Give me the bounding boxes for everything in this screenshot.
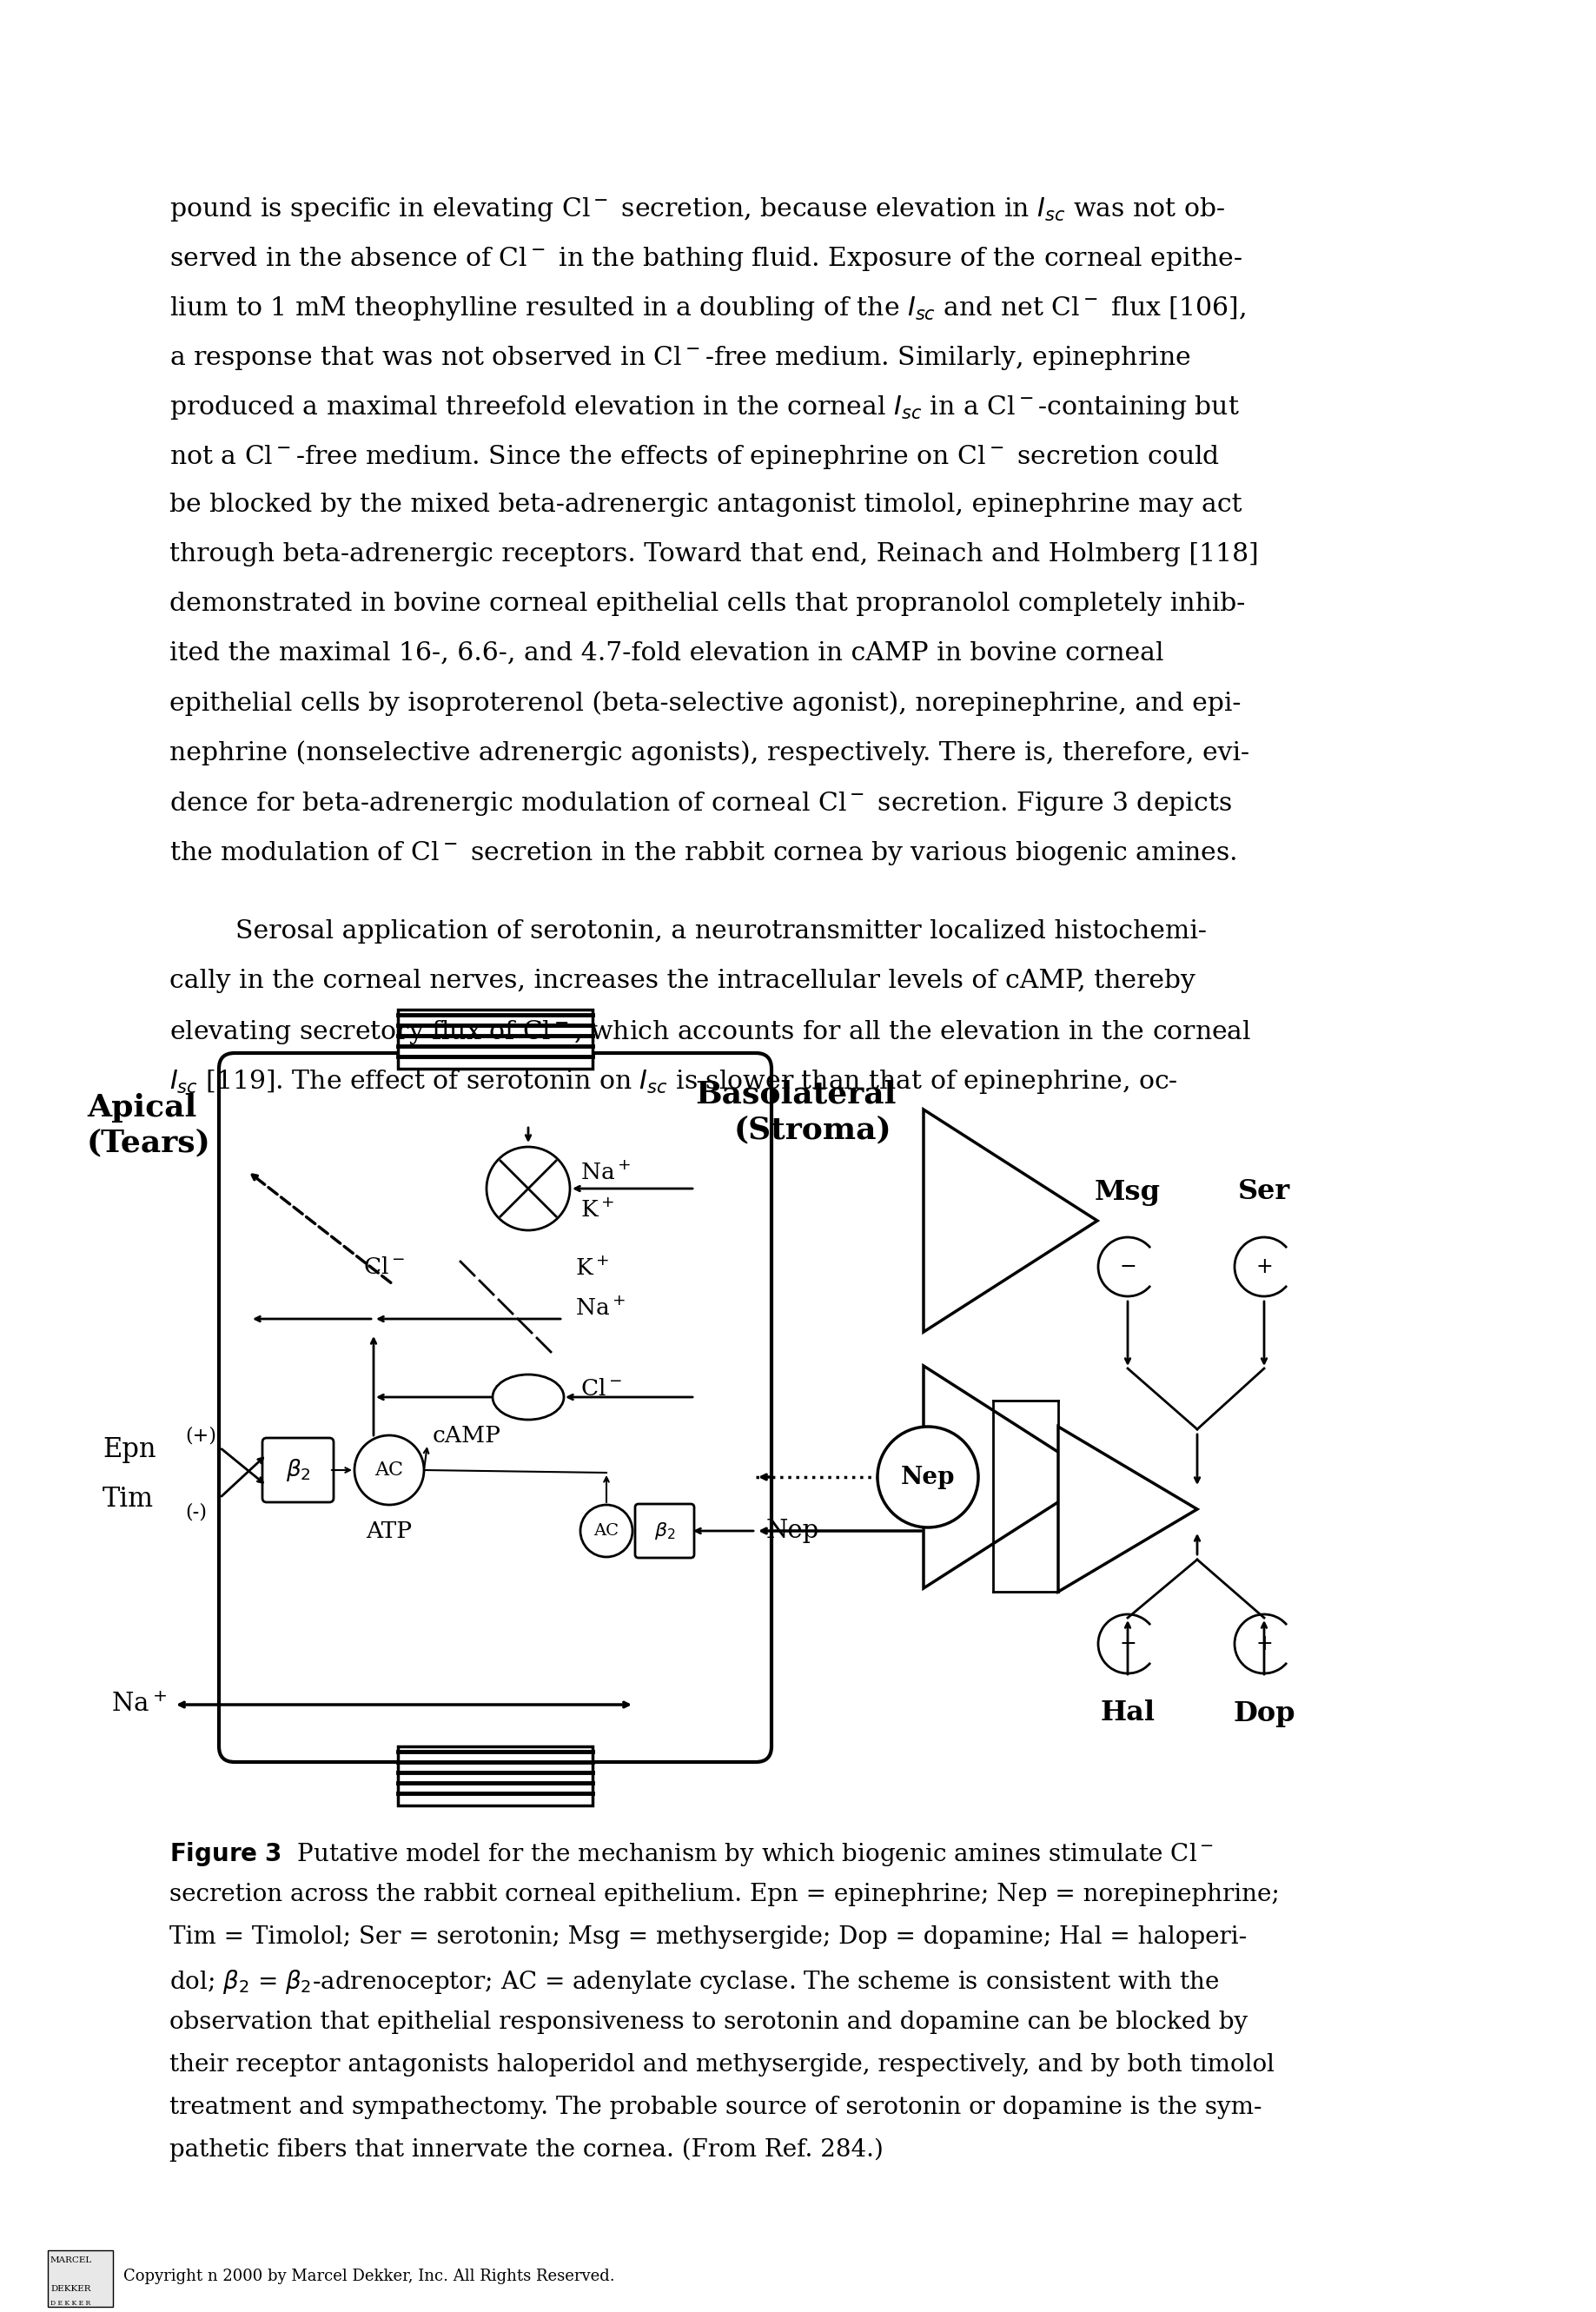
- Text: Tim = Timolol; Ser = serotonin; Msg = methysergide; Dop = dopamine; Hal = halope: Tim = Timolol; Ser = serotonin; Msg = me…: [169, 1926, 1246, 1949]
- Text: D E K K E R: D E K K E R: [51, 2300, 91, 2307]
- Polygon shape: [1058, 1427, 1197, 1591]
- Text: Cl$^-$: Cl$^-$: [364, 1255, 405, 1279]
- Text: Copyright n 2000 by Marcel Dekker, Inc. All Rights Reserved.: Copyright n 2000 by Marcel Dekker, Inc. …: [123, 2268, 614, 2284]
- Text: Na$^+$: Na$^+$: [575, 1297, 626, 1320]
- Bar: [397, 1010, 592, 1068]
- Text: +: +: [1256, 1255, 1272, 1276]
- Text: dol; $\beta_2$ = $\beta_2$-adrenoceptor; AC = adenylate cyclase. The scheme is c: dol; $\beta_2$ = $\beta_2$-adrenoceptor;…: [169, 1968, 1219, 1995]
- Circle shape: [878, 1427, 978, 1528]
- Text: epithelial cells by isoproterenol (beta-selective agonist), norepinephrine, and : epithelial cells by isoproterenol (beta-…: [169, 691, 1242, 717]
- Text: $\bf{Figure\ 3}$  Putative model for the mechanism by which biogenic amines stim: $\bf{Figure\ 3}$ Putative model for the …: [169, 1840, 1215, 1868]
- Text: lium to 1 mM theophylline resulted in a doubling of the $\mathit{I}_{sc}$ and ne: lium to 1 mM theophylline resulted in a …: [169, 294, 1245, 321]
- Text: Tim: Tim: [102, 1487, 153, 1512]
- Polygon shape: [924, 1366, 1098, 1588]
- Text: ATP: ATP: [365, 1519, 412, 1542]
- Text: treatment and sympathectomy. The probable source of serotonin or dopamine is the: treatment and sympathectomy. The probabl…: [169, 2095, 1262, 2120]
- FancyBboxPatch shape: [262, 1438, 334, 1503]
- Text: not a Cl$^-$-free medium. Since the effects of epinephrine on Cl$^-$ secretion c: not a Cl$^-$-free medium. Since the effe…: [169, 444, 1219, 472]
- Text: be blocked by the mixed beta-adrenergic antagonist timolol, epinephrine may act: be blocked by the mixed beta-adrenergic …: [169, 492, 1242, 518]
- Text: −: −: [1119, 1255, 1136, 1276]
- Text: Msg: Msg: [1095, 1179, 1160, 1205]
- Text: pathetic fibers that innervate the cornea. (From Ref. 284.): pathetic fibers that innervate the corne…: [169, 2139, 884, 2162]
- Text: $\beta_2$: $\beta_2$: [286, 1457, 311, 1482]
- Circle shape: [487, 1147, 570, 1230]
- Text: (-): (-): [185, 1503, 207, 1521]
- Circle shape: [354, 1436, 425, 1505]
- Text: a response that was not observed in Cl$^-$-free medium. Similarly, epinephrine: a response that was not observed in Cl$^…: [169, 344, 1191, 372]
- Bar: [48, 2250, 113, 2307]
- Text: produced a maximal threefold elevation in the corneal $\mathit{I}_{sc}$ in a Cl$: produced a maximal threefold elevation i…: [169, 393, 1240, 421]
- Bar: [397, 1746, 592, 1806]
- Circle shape: [581, 1505, 632, 1556]
- Text: Apical: Apical: [86, 1094, 196, 1124]
- Text: cally in the corneal nerves, increases the intracellular levels of cAMP, thereby: cally in the corneal nerves, increases t…: [169, 969, 1195, 994]
- Text: DEKKER: DEKKER: [51, 2284, 91, 2294]
- Text: (Stroma): (Stroma): [734, 1114, 892, 1144]
- Text: Na$^+$: Na$^+$: [112, 1692, 168, 1718]
- Text: Hal: Hal: [1100, 1699, 1156, 1727]
- Text: Serosal application of serotonin, a neurotransmitter localized histochemi-: Serosal application of serotonin, a neur…: [169, 920, 1207, 943]
- Text: secretion across the rabbit corneal epithelium. Epn = epinephrine; Nep = norepin: secretion across the rabbit corneal epit…: [169, 1882, 1280, 1907]
- Text: $\mathit{I}_{sc}$ [119]. The effect of serotonin on $\mathit{I}_{sc}$ is slower : $\mathit{I}_{sc}$ [119]. The effect of s…: [169, 1068, 1178, 1096]
- Text: MARCEL: MARCEL: [51, 2257, 93, 2263]
- Text: elevating secretory flux of Cl$^-$, which accounts for all the elevation in the : elevating secretory flux of Cl$^-$, whic…: [169, 1017, 1251, 1045]
- Text: Nep: Nep: [766, 1519, 819, 1542]
- Text: Nep: Nep: [900, 1466, 954, 1489]
- Text: through beta-adrenergic receptors. Toward that end, Reinach and Holmberg [118]: through beta-adrenergic receptors. Towar…: [169, 541, 1259, 566]
- Text: cAMP: cAMP: [433, 1424, 501, 1447]
- Text: dence for beta-adrenergic modulation of corneal Cl$^-$ secretion. Figure 3 depic: dence for beta-adrenergic modulation of …: [169, 791, 1232, 818]
- Text: K$^+$: K$^+$: [581, 1200, 614, 1221]
- Text: AC: AC: [375, 1461, 404, 1480]
- Text: pound is specific in elevating Cl$^-$ secretion, because elevation in $\mathit{I: pound is specific in elevating Cl$^-$ se…: [169, 197, 1226, 224]
- Text: Basolateral: Basolateral: [694, 1080, 895, 1110]
- Text: their receptor antagonists haloperidol and methysergide, respectively, and by bo: their receptor antagonists haloperidol a…: [169, 2053, 1275, 2076]
- Text: nephrine (nonselective adrenergic agonists), respectively. There is, therefore, : nephrine (nonselective adrenergic agonis…: [169, 740, 1250, 765]
- Text: served in the absence of Cl$^-$ in the bathing fluid. Exposure of the corneal ep: served in the absence of Cl$^-$ in the b…: [169, 245, 1242, 273]
- Text: the modulation of Cl$^-$ secretion in the rabbit cornea by various biogenic amin: the modulation of Cl$^-$ secretion in th…: [169, 839, 1237, 867]
- Text: $\beta_2$: $\beta_2$: [654, 1521, 675, 1542]
- Text: ited the maximal 16-, 6.6-, and 4.7-fold elevation in cAMP in bovine corneal: ited the maximal 16-, 6.6-, and 4.7-fold…: [169, 640, 1163, 666]
- Text: AC: AC: [594, 1524, 619, 1540]
- Text: Dop: Dop: [1234, 1699, 1296, 1727]
- Text: Epn: Epn: [102, 1436, 156, 1463]
- Text: Ser: Ser: [1238, 1179, 1290, 1205]
- Text: demonstrated in bovine corneal epithelial cells that propranolol completely inhi: demonstrated in bovine corneal epithelia…: [169, 592, 1245, 615]
- Text: +: +: [1256, 1635, 1272, 1655]
- Text: (+): (+): [185, 1427, 217, 1445]
- FancyBboxPatch shape: [219, 1052, 771, 1762]
- Text: Cl$^-$: Cl$^-$: [581, 1378, 622, 1399]
- Text: observation that epithelial responsiveness to serotonin and dopamine can be bloc: observation that epithelial responsivene…: [169, 2011, 1248, 2035]
- Ellipse shape: [493, 1376, 563, 1420]
- Text: −: −: [1119, 1635, 1136, 1655]
- FancyBboxPatch shape: [635, 1505, 694, 1558]
- Text: (Tears): (Tears): [86, 1128, 211, 1158]
- Polygon shape: [924, 1110, 1098, 1332]
- Text: K$^+$: K$^+$: [575, 1258, 610, 1281]
- Text: Na$^+$: Na$^+$: [581, 1161, 630, 1184]
